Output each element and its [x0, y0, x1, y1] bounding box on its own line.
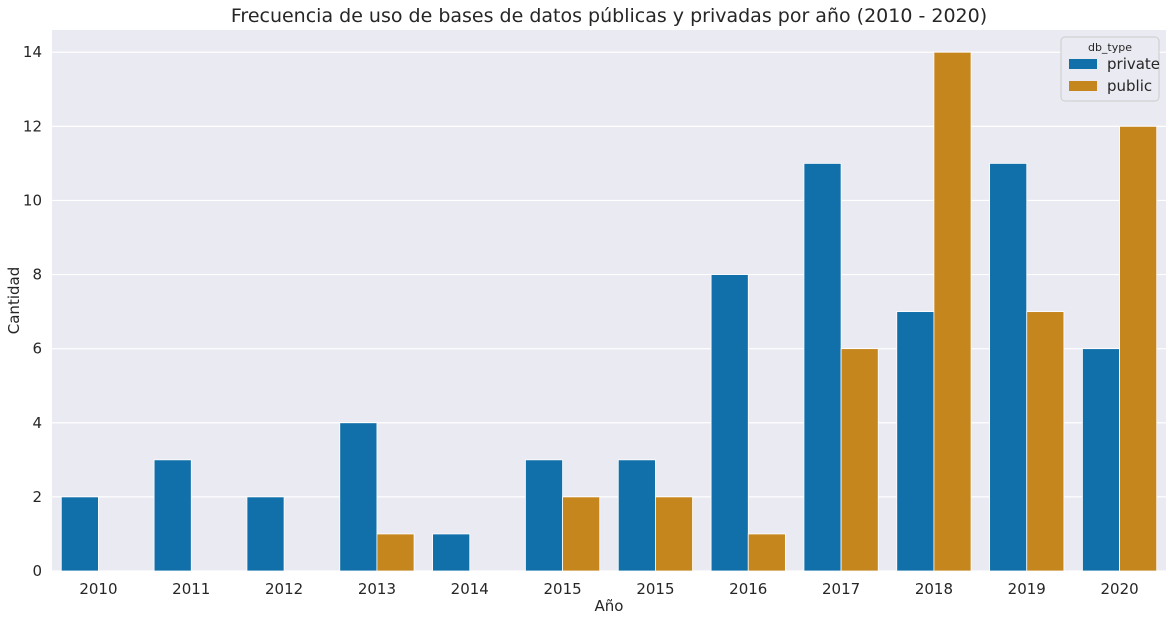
legend-label-public: public	[1107, 77, 1152, 95]
legend: db_type private public	[1060, 36, 1160, 102]
legend-swatch-public	[1069, 81, 1097, 91]
chart-title: Frecuencia de uso de bases de datos públ…	[231, 5, 987, 27]
x-tick-label: 2020	[1100, 580, 1138, 598]
bar-public-2015	[655, 496, 693, 572]
y-axis-label: Cantidad	[5, 267, 23, 334]
y-tick-label: 0	[32, 562, 42, 580]
bar-private-2010	[60, 496, 99, 572]
bar-private-2018	[896, 311, 935, 572]
bars	[60, 51, 1158, 572]
bar-private-2016	[710, 274, 749, 572]
bar-public-2019	[1026, 311, 1065, 572]
x-tick-label: 2017	[822, 580, 860, 598]
x-axis-label: Año	[595, 597, 624, 615]
x-tick-label: 2011	[172, 580, 210, 598]
bar-public-2018	[933, 51, 972, 572]
y-tick-label: 8	[32, 266, 42, 284]
bar-private-2014	[432, 533, 471, 572]
bar-private-2019	[989, 162, 1028, 572]
x-tick-label: 2010	[79, 580, 117, 598]
y-tick-label: 2	[32, 488, 42, 506]
legend-swatch-private	[1069, 59, 1097, 69]
bar-public-2016	[747, 533, 786, 572]
bar-private-2015	[525, 459, 563, 572]
y-tick-label: 12	[23, 117, 42, 135]
y-tick-label: 14	[23, 43, 42, 61]
gridlines	[52, 51, 1166, 572]
x-tick-label: 2015	[636, 580, 674, 598]
x-tick-label: 2012	[265, 580, 303, 598]
bar-private-2012	[246, 496, 285, 572]
y-tick-label: 6	[32, 340, 42, 358]
bar-private-2015	[617, 459, 656, 572]
bar-private-2011	[153, 459, 192, 572]
legend-label-private: private	[1107, 55, 1160, 73]
bar-public-2020	[1119, 125, 1158, 572]
x-tick-label: 2013	[358, 580, 396, 598]
x-tick-label: 2018	[915, 580, 953, 598]
x-tick-label: 2016	[729, 580, 767, 598]
y-tick-label: 10	[23, 191, 42, 209]
y-axis-ticks: 0 2 4 6 8 10 12 14	[23, 43, 42, 580]
bar-public-2017	[840, 348, 879, 572]
x-tick-label: 2014	[451, 580, 489, 598]
bar-public-2013	[376, 533, 415, 572]
bar-private-2020	[1082, 348, 1120, 572]
plot-background	[52, 30, 1166, 571]
x-tick-label: 2019	[1008, 580, 1046, 598]
x-tick-label: 2015	[543, 580, 581, 598]
legend-title: db_type	[1088, 41, 1132, 54]
bar-public-2015	[562, 496, 601, 572]
y-tick-label: 4	[32, 414, 42, 432]
bar-private-2017	[803, 162, 842, 572]
x-axis-ticks: 2010 2011 2012 2013 2014 2015 2015 2016 2017 2018…	[79, 580, 1138, 598]
bar-private-2013	[339, 422, 378, 572]
